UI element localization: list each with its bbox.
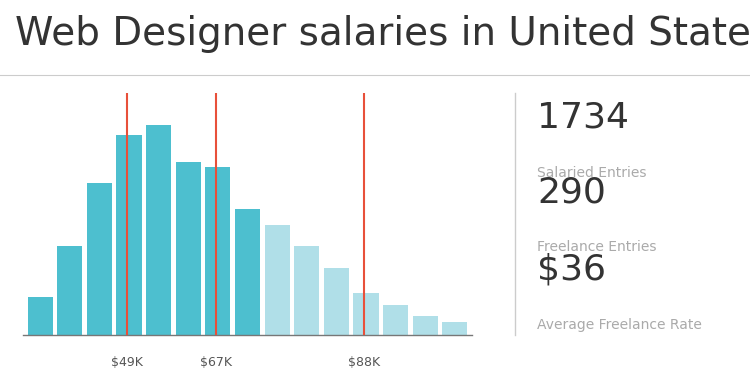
Bar <box>146 125 171 335</box>
Bar <box>176 163 201 335</box>
Bar <box>294 247 320 335</box>
Bar <box>87 183 112 335</box>
Text: Average Freelance Rate: Average Freelance Rate <box>537 318 702 332</box>
Bar <box>383 305 408 335</box>
Text: $67K: $67K <box>200 356 232 369</box>
Text: Freelance Entries: Freelance Entries <box>537 240 656 254</box>
Text: 290: 290 <box>537 175 606 209</box>
Bar <box>413 316 438 335</box>
Text: $36: $36 <box>537 253 606 286</box>
Text: Salaried Entries: Salaried Entries <box>537 166 646 180</box>
Bar <box>324 267 349 335</box>
Bar <box>442 322 467 335</box>
Bar <box>116 135 142 335</box>
Bar <box>28 297 53 335</box>
Bar <box>353 293 379 335</box>
Bar <box>235 209 260 335</box>
Text: Web Designer salaries in United States: Web Designer salaries in United States <box>15 15 750 53</box>
Bar <box>206 167 230 335</box>
Text: 1734: 1734 <box>537 100 629 134</box>
Text: $88K: $88K <box>348 356 380 369</box>
Bar <box>57 247 82 335</box>
Bar <box>265 225 290 335</box>
Text: $49K: $49K <box>111 356 142 369</box>
